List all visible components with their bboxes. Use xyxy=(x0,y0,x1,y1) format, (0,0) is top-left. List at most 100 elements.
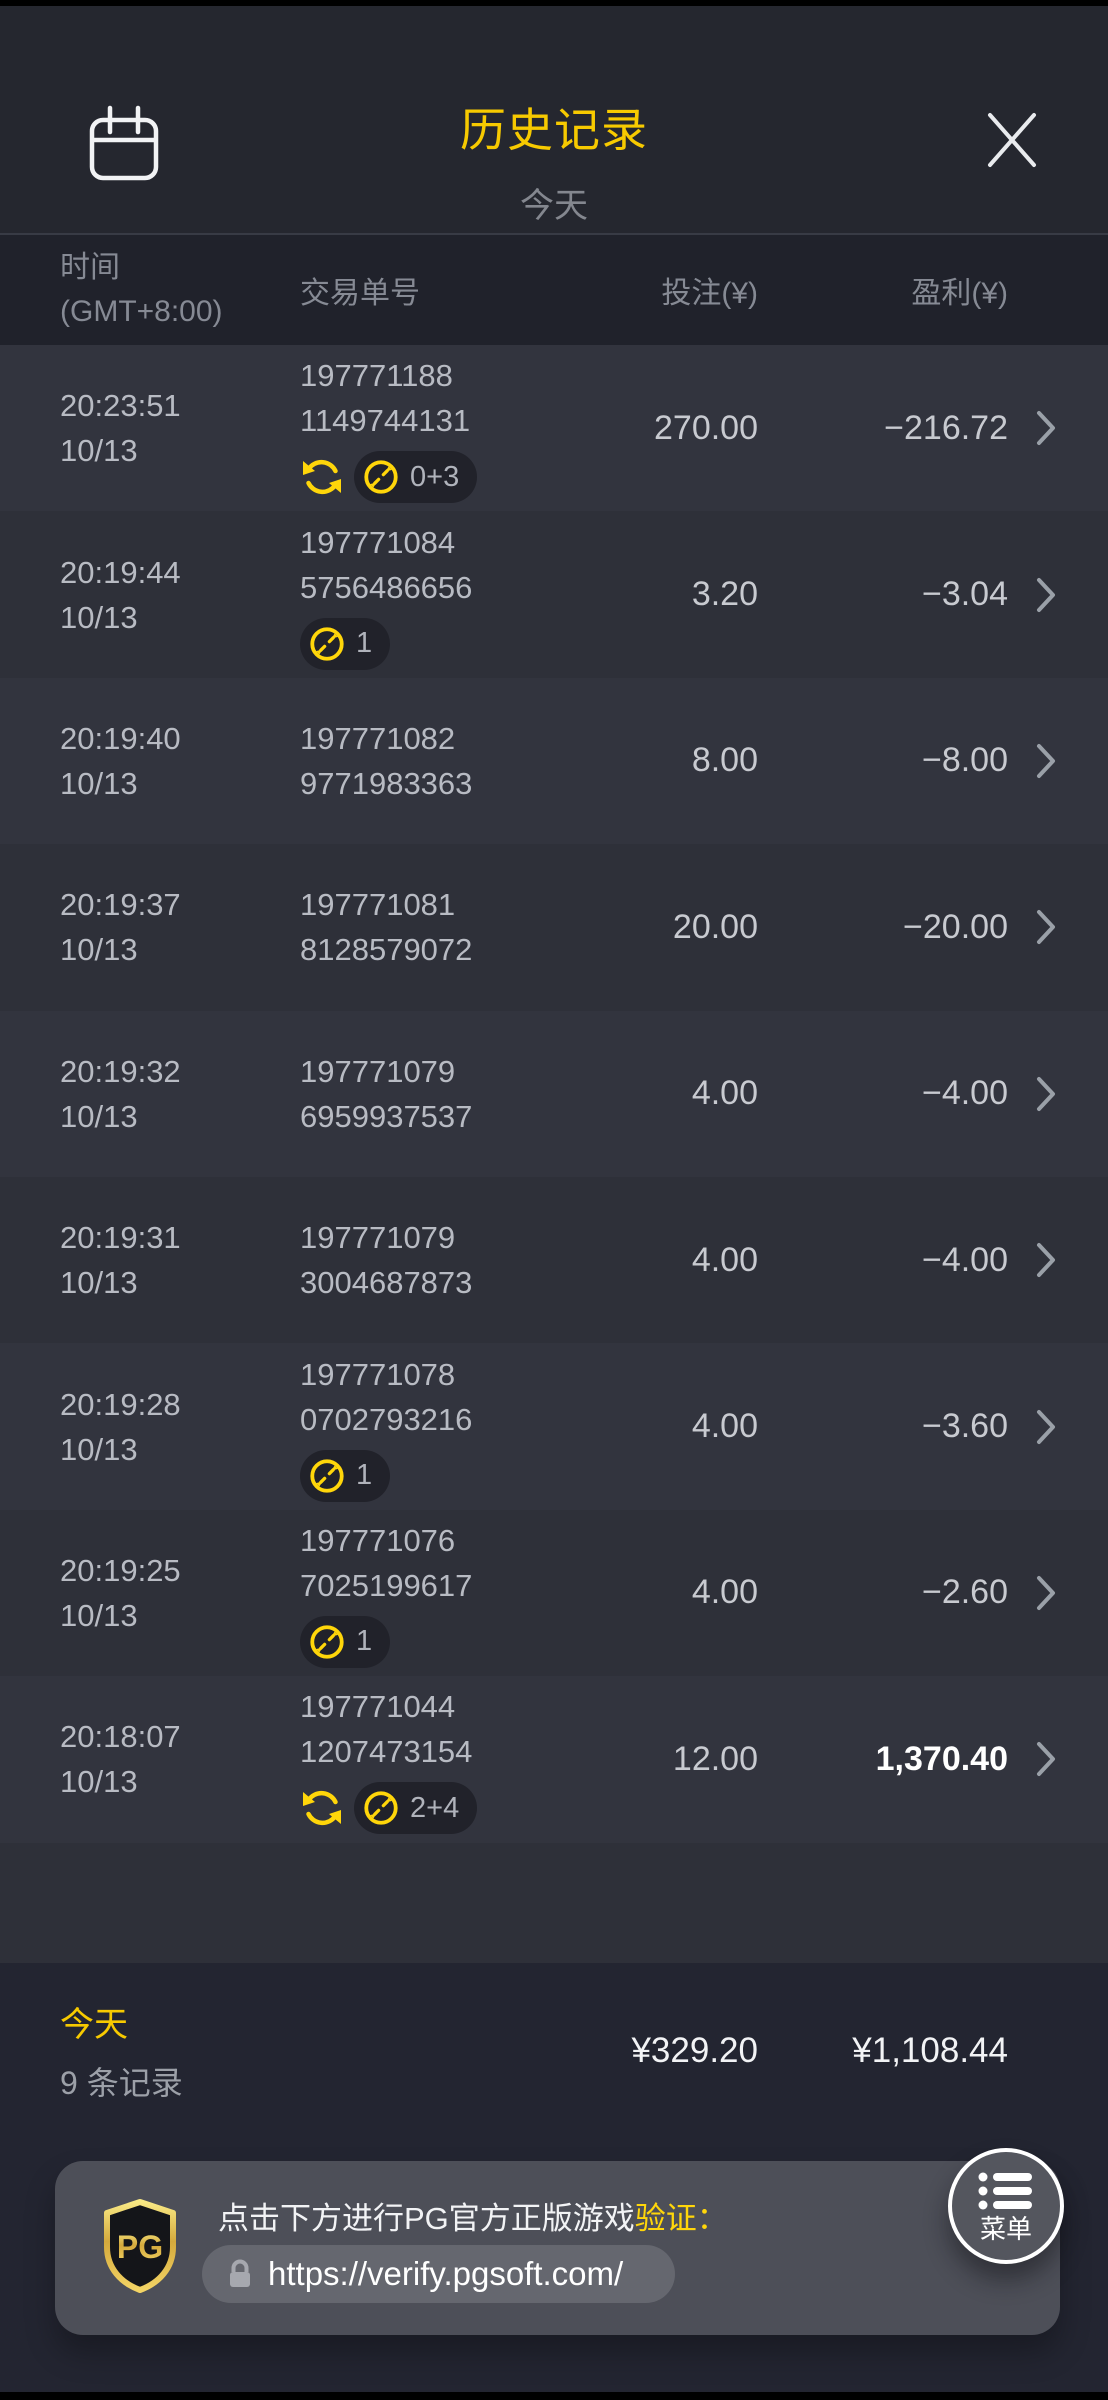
pg-shield-logo: PG xyxy=(104,2199,176,2293)
row-badges: 1 xyxy=(300,617,515,670)
row-date: 10/13 xyxy=(60,1265,138,1301)
summary-period-block: 今天 9 条记录 xyxy=(60,1997,515,2104)
transaction-row[interactable]: 20:19:40 10/13 197771082 9771983363 8.00… xyxy=(0,677,1108,845)
row-time: 20:19:40 xyxy=(60,720,181,756)
row-order-id-line2: 9771983363 xyxy=(300,765,473,801)
feature-badge-count: 1 xyxy=(356,627,373,660)
footer: 今天 9 条记录 ¥329.20 ¥1,108.44 PG xyxy=(0,1963,1108,2400)
respin-icon xyxy=(303,460,341,495)
chevron-right-icon xyxy=(1037,1742,1055,1777)
row-time: 20:19:44 xyxy=(60,554,181,590)
row-time: 20:19:25 xyxy=(60,1552,181,1588)
row-order-id-line2: 0702793216 xyxy=(300,1401,473,1437)
row-profit: −3.04 xyxy=(921,575,1008,614)
chevron-right-icon xyxy=(1037,910,1055,945)
transaction-row[interactable]: 20:19:31 10/13 197771079 3004687873 4.00… xyxy=(0,1176,1108,1344)
row-profit: 1,370.40 xyxy=(875,1739,1008,1778)
row-order-id-cell: 197771079 3004687873 xyxy=(300,1215,515,1305)
row-time: 20:18:07 xyxy=(60,1719,181,1755)
transaction-row[interactable]: 20:19:25 10/13 197771076 7025199617 1 xyxy=(0,1509,1108,1677)
row-profit: −8.00 xyxy=(921,741,1008,780)
row-order-id-line2: 7025199617 xyxy=(300,1567,473,1603)
transaction-row[interactable]: 20:19:44 10/13 197771084 5756486656 1 xyxy=(0,511,1108,678)
chevron-right-icon xyxy=(1037,1243,1055,1278)
close-button[interactable] xyxy=(980,108,1044,172)
row-order-id-line2: 3004687873 xyxy=(300,1265,473,1301)
row-order-id-line2: 1207473154 xyxy=(300,1734,473,1770)
respin-icon xyxy=(303,1791,341,1826)
row-badges: 2+4 xyxy=(300,1782,515,1835)
row-time: 20:19:37 xyxy=(60,887,181,923)
row-order-id-line1: 197771044 xyxy=(300,1689,456,1725)
row-date: 10/13 xyxy=(60,765,138,801)
chevron-right-icon xyxy=(1037,577,1055,612)
row-order-id-cell: 197771076 7025199617 1 xyxy=(300,1518,515,1668)
feature-badge-count: 1 xyxy=(356,1459,373,1492)
close-icon xyxy=(988,112,1036,167)
calendar-button[interactable] xyxy=(84,102,164,188)
row-order-id-cell: 197771081 8128579072 xyxy=(300,882,515,972)
transaction-list: 20:23:51 10/13 197771188 1149744131 xyxy=(0,345,1108,1843)
row-time-cell: 20:23:51 10/13 xyxy=(60,383,300,473)
feature-badge: 0+3 xyxy=(354,451,478,504)
transaction-row[interactable]: 20:18:07 10/13 197771044 1207473154 xyxy=(0,1676,1108,1843)
row-bet: 4.00 xyxy=(691,1407,758,1446)
feature-badge: 2+4 xyxy=(354,1782,478,1835)
summary-record-count: 9 条记录 xyxy=(60,2065,183,2101)
row-badges: 0+3 xyxy=(300,451,515,504)
row-time: 20:19:28 xyxy=(60,1386,181,1422)
summary-row: 今天 9 条记录 ¥329.20 ¥1,108.44 xyxy=(0,1997,1108,2104)
verify-url-pill[interactable]: https://verify.pgsoft.com/ xyxy=(202,2245,675,2303)
row-order-id-line2: 5756486656 xyxy=(300,569,473,605)
row-time-cell: 20:19:37 10/13 xyxy=(60,882,300,972)
transfer-icon xyxy=(310,626,344,661)
row-profit: −4.00 xyxy=(921,1074,1008,1113)
row-order-id-line1: 197771079 xyxy=(300,1053,456,1089)
row-order-id-line2: 8128579072 xyxy=(300,932,473,968)
row-badges: 1 xyxy=(300,1615,515,1668)
row-bet: 270.00 xyxy=(654,408,758,447)
row-time: 20:19:32 xyxy=(60,1053,181,1089)
transaction-row[interactable]: 20:19:28 10/13 197771078 0702793216 1 xyxy=(0,1343,1108,1510)
page-subtitle: 今天 xyxy=(520,187,588,225)
row-date: 10/13 xyxy=(60,1764,138,1800)
row-order-id-line1: 197771078 xyxy=(300,1356,456,1392)
verify-link[interactable]: 验证 xyxy=(634,2201,697,2236)
list-filler xyxy=(0,1843,1108,1963)
verify-url: https://verify.pgsoft.com/ xyxy=(268,2255,624,2292)
column-header-order-id: 交易单号 xyxy=(300,277,420,310)
feature-badge: 1 xyxy=(300,1449,391,1502)
summary-total-profit: ¥1,108.44 xyxy=(852,2030,1008,2070)
column-header-profit: 盈利(¥) xyxy=(911,277,1008,310)
row-profit: −216.72 xyxy=(884,408,1008,447)
row-order-id-line1: 197771079 xyxy=(300,1220,456,1256)
transfer-icon xyxy=(364,1791,398,1825)
feature-badge-count: 1 xyxy=(356,1625,373,1658)
row-order-id-cell: 197771078 0702793216 1 xyxy=(300,1352,515,1502)
row-date: 10/13 xyxy=(60,1431,138,1467)
row-profit: −3.60 xyxy=(921,1407,1008,1446)
home-indicator-strip xyxy=(0,2392,1108,2400)
summary-total-bet: ¥329.20 xyxy=(631,2030,758,2070)
row-date: 10/13 xyxy=(60,932,138,968)
transaction-row[interactable]: 20:23:51 10/13 197771188 1149744131 xyxy=(0,345,1108,512)
feature-badge: 1 xyxy=(300,1615,391,1668)
transaction-row[interactable]: 20:19:32 10/13 197771079 6959937537 4.00… xyxy=(0,1010,1108,1177)
header-titles: 历史记录 今天 xyxy=(154,94,954,227)
verify-card: PG 点击下方进行PG官方正版游戏验证： https://verify.pgso… xyxy=(55,2161,1060,2335)
row-date: 10/13 xyxy=(60,599,138,635)
row-order-id-cell: 197771044 1207473154 xyxy=(300,1684,515,1835)
row-bet: 4.00 xyxy=(691,1240,758,1279)
chevron-right-icon xyxy=(1037,1076,1055,1111)
transaction-row[interactable]: 20:19:37 10/13 197771081 8128579072 20.0… xyxy=(0,844,1108,1011)
row-profit: −2.60 xyxy=(921,1573,1008,1612)
row-time-cell: 20:19:44 10/13 xyxy=(60,550,300,640)
menu-label: 菜单 xyxy=(979,2214,1032,2244)
menu-button[interactable]: 菜单 xyxy=(948,2148,1064,2264)
pg-logo-text: PG xyxy=(117,2229,163,2265)
chevron-right-icon xyxy=(1037,411,1055,446)
row-order-id-line1: 197771081 xyxy=(300,887,456,923)
row-order-id-cell: 197771188 1149744131 xyxy=(300,353,515,504)
row-bet: 4.00 xyxy=(691,1573,758,1612)
